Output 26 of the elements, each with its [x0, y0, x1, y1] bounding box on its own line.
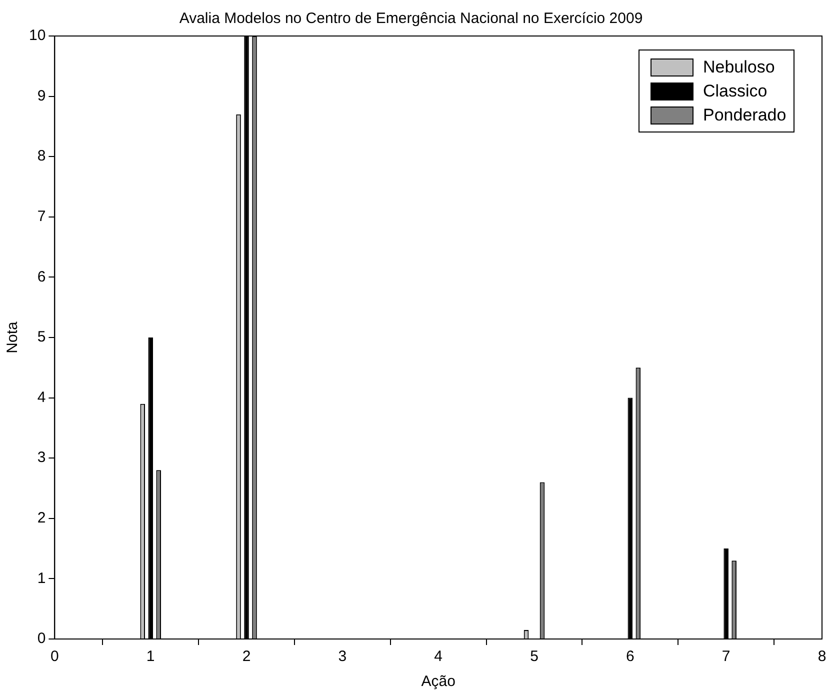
y-tick-label: 4: [37, 388, 46, 406]
x-tick-label: 0: [50, 648, 59, 666]
legend-label: Nebuloso: [703, 58, 775, 77]
y-tick-label: 7: [37, 208, 46, 226]
y-tick-label: 1: [37, 570, 46, 587]
x-axis-title: Ação: [421, 673, 456, 690]
x-tick-label: 4: [434, 648, 443, 666]
x-tick-label: 6: [626, 648, 634, 666]
y-tick-label: 9: [37, 87, 46, 104]
y-tick-label: 5: [37, 328, 46, 346]
x-tick-label: 5: [530, 648, 538, 666]
x-tick-label: 1: [146, 648, 155, 666]
x-tick-label: 8: [818, 648, 826, 666]
legend-label: Ponderado: [703, 106, 786, 125]
y-tick-label: 8: [37, 148, 46, 165]
y-tick-label: 0: [37, 630, 46, 648]
legend-label: Classico: [703, 82, 768, 101]
y-tick-label: 3: [37, 449, 46, 466]
x-tick-label: 2: [242, 648, 251, 666]
y-tick-label: 10: [28, 27, 46, 44]
y-tick-label: 6: [37, 268, 46, 286]
y-axis-title: Nota: [4, 321, 22, 354]
x-tick-label: 3: [338, 648, 347, 666]
x-tick-label: 7: [722, 648, 730, 666]
y-tick-label: 2: [37, 510, 46, 527]
chart-title: Avalia Modelos no Centro de Emergência Nacional no Exercício 2009: [179, 10, 643, 28]
